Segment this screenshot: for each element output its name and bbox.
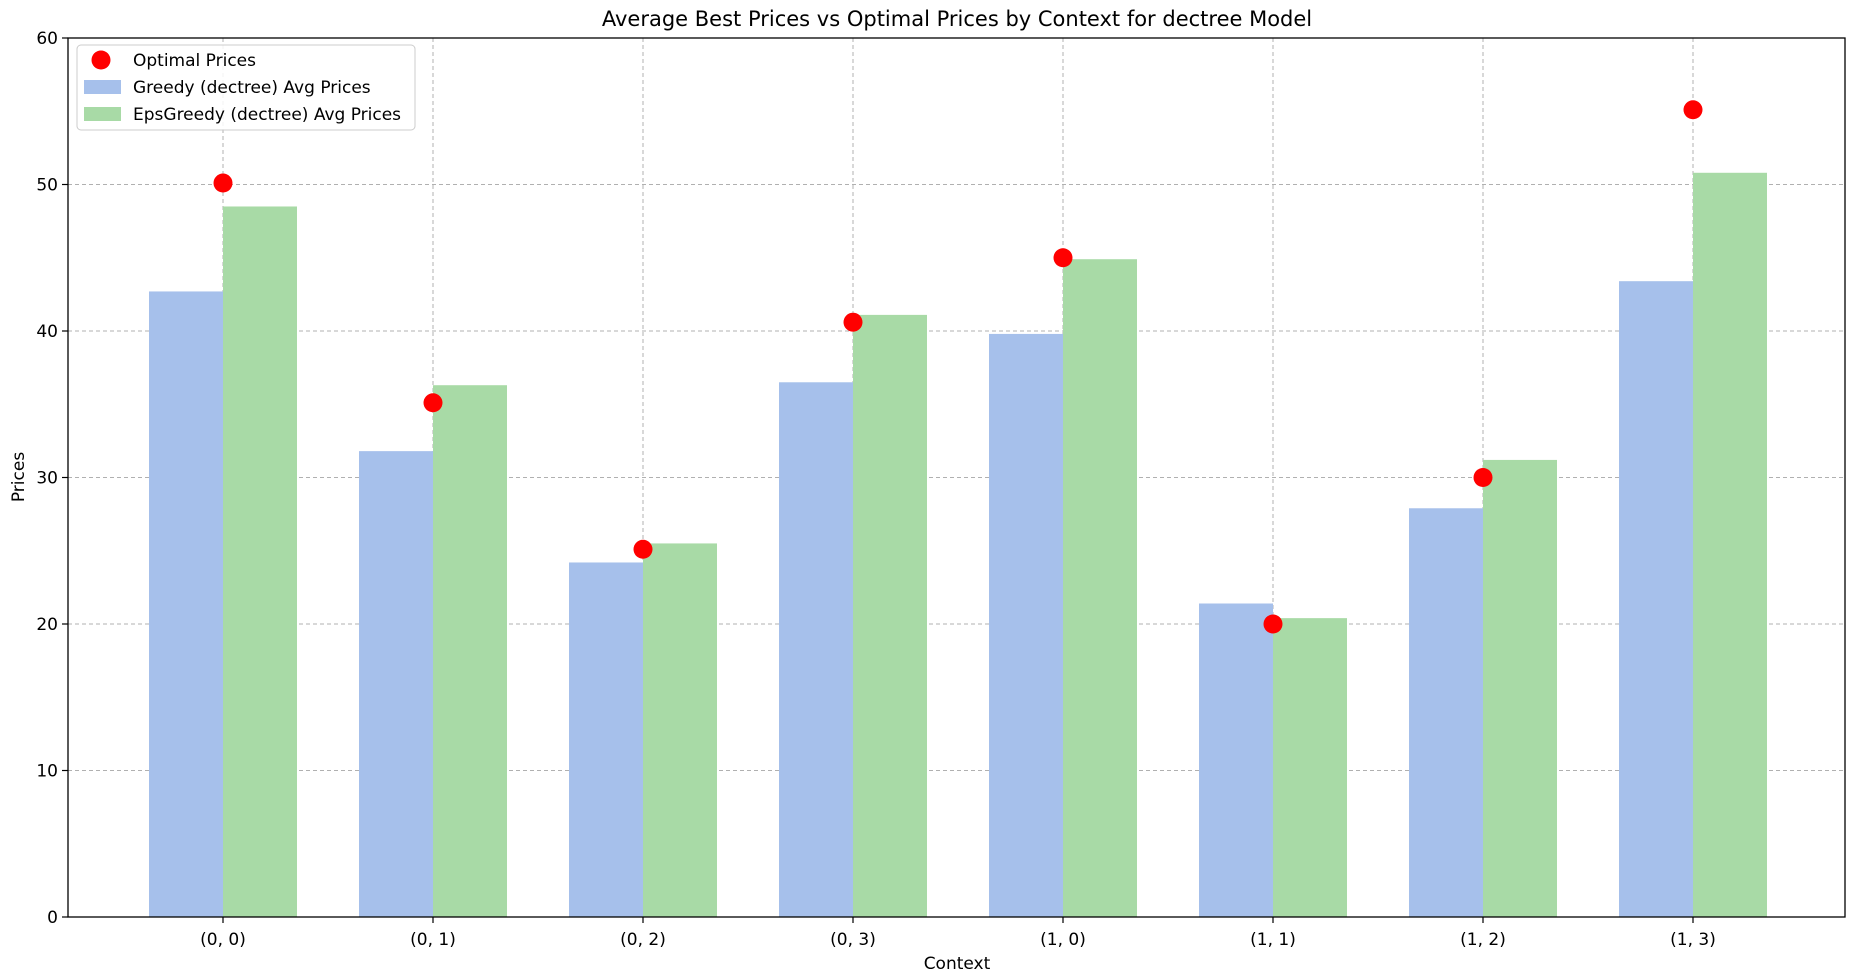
epsgreedy-bar: [1483, 459, 1557, 917]
x-tick-label: (0, 0): [200, 930, 246, 950]
x-tick-label: (1, 2): [1460, 930, 1506, 950]
optimal-price-point: [1473, 468, 1493, 487]
greedy-bar: [569, 562, 643, 917]
y-tick-label: 40: [36, 322, 58, 342]
greedy-bar: [149, 291, 223, 917]
greedy-bar: [1409, 508, 1483, 917]
y-tick-label: 10: [36, 762, 58, 782]
y-tick-label: 30: [36, 469, 58, 489]
epsgreedy-bar: [643, 543, 717, 917]
x-tick-label: (1, 1): [1250, 930, 1296, 950]
legend-label: Optimal Prices: [133, 51, 256, 71]
greedy-bar: [1199, 603, 1273, 917]
optimal-price-point: [423, 393, 443, 413]
epsgreedy-bar: [1693, 172, 1767, 917]
greedy-bar: [359, 451, 433, 917]
greedy-bar: [989, 333, 1063, 917]
legend-label: Greedy (dectree) Avg Prices: [133, 78, 371, 98]
optimal-price-point: [1263, 614, 1283, 634]
legend-box: [76, 44, 416, 131]
grid-layer: [68, 37, 1845, 917]
y-axis-label: Prices: [9, 452, 29, 502]
epsgreedy-bar: [223, 206, 297, 918]
x-tick-label: (1, 0): [1040, 930, 1086, 950]
greedy-bar: [779, 382, 853, 917]
y-tick-label: 60: [36, 29, 58, 49]
legend-swatch: [84, 107, 121, 121]
epsgreedy-bar: [433, 385, 507, 918]
optimal-price-point: [1683, 100, 1703, 120]
epsgreedy-bar: [1273, 618, 1347, 917]
legend-label: EpsGreedy (dectree) Avg Prices: [133, 105, 401, 125]
x-tick-label: (0, 3): [830, 930, 876, 950]
greedy-bar: [1619, 281, 1693, 917]
legend-swatch: [84, 80, 121, 94]
y-tick-label: 20: [36, 615, 58, 635]
legend-marker-optimal: [91, 50, 111, 70]
epsgreedy-bar: [1063, 259, 1137, 918]
x-tick-label: (0, 2): [620, 930, 666, 950]
legend: Optimal Prices Greedy (dectree) Avg Price…: [76, 44, 416, 131]
bars-layer: [149, 172, 1767, 918]
x-axis: (0, 0) (0, 1) (0, 2) (0, 3) (1, 0) (1, 1) (1, …: [200, 917, 1716, 950]
x-tick-label: (1, 3): [1670, 930, 1716, 950]
optimal-price-point: [633, 539, 653, 559]
chart-title: Average Best Prices vs Optimal Prices by…: [602, 7, 1312, 31]
y-tick-label: 0: [47, 908, 58, 928]
x-axis-label: Context: [924, 954, 991, 974]
optimal-price-point: [1053, 248, 1073, 268]
optimal-price-point: [213, 173, 233, 193]
points-layer: [213, 100, 1703, 634]
epsgreedy-bar: [853, 314, 927, 917]
y-tick-label: 50: [36, 176, 58, 196]
optimal-price-point: [843, 312, 863, 332]
y-axis: 0 10 20 30 40 50 60: [36, 29, 68, 928]
x-tick-label: (0, 1): [410, 930, 456, 950]
